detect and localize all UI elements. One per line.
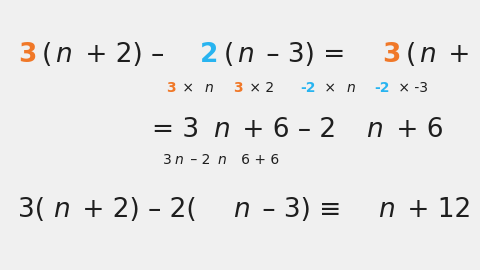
Text: n: n: [419, 42, 435, 68]
Text: 3: 3: [166, 81, 176, 95]
Text: n: n: [53, 197, 70, 223]
Text: -2: -2: [374, 81, 390, 95]
Text: + 12: + 12: [399, 197, 472, 223]
Text: + 6: + 6: [388, 117, 444, 143]
Text: – 3) ≡: – 3) ≡: [254, 197, 350, 223]
Text: n: n: [55, 42, 72, 68]
Text: 3(: 3(: [18, 197, 45, 223]
Text: × -3: × -3: [395, 81, 428, 95]
Text: × 2: × 2: [245, 81, 288, 95]
Text: ×: ×: [179, 81, 199, 95]
Text: 3: 3: [163, 153, 172, 167]
Text: n: n: [217, 153, 226, 167]
Text: ×: ×: [320, 81, 340, 95]
Text: + 2) –: + 2) –: [76, 42, 172, 68]
Text: (: (: [406, 42, 416, 68]
Text: n: n: [233, 197, 250, 223]
Text: n: n: [213, 117, 229, 143]
Text: (: (: [42, 42, 52, 68]
Text: – 2: – 2: [186, 153, 210, 167]
Text: 6 + 6: 6 + 6: [228, 153, 279, 167]
Text: – 3) =: – 3) =: [259, 42, 354, 68]
Text: = 3: = 3: [152, 117, 199, 143]
Text: + 2) –: + 2) –: [441, 42, 480, 68]
Text: + 6 – 2: + 6 – 2: [234, 117, 336, 143]
Text: 3: 3: [18, 42, 36, 68]
Text: + 2) – 2(: + 2) – 2(: [74, 197, 197, 223]
Text: n: n: [378, 197, 395, 223]
Text: n: n: [346, 81, 355, 95]
Text: n: n: [174, 153, 183, 167]
Text: 3: 3: [233, 81, 242, 95]
Text: (: (: [224, 42, 234, 68]
Text: 3: 3: [382, 42, 400, 68]
Text: n: n: [204, 81, 214, 95]
Text: -2: -2: [300, 81, 315, 95]
Text: 2: 2: [200, 42, 218, 68]
Text: n: n: [237, 42, 253, 68]
Text: n: n: [366, 117, 383, 143]
